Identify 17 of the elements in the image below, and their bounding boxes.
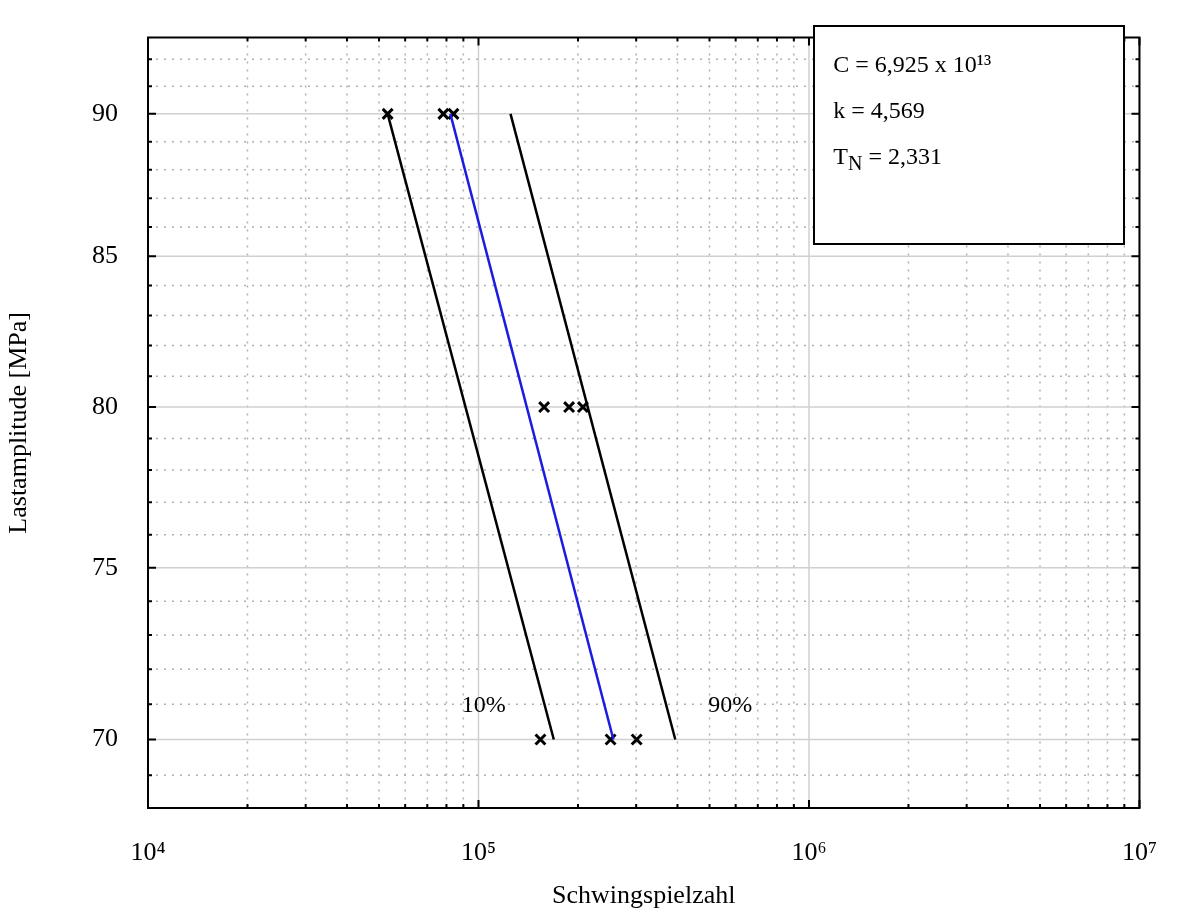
x-tick-label: 10⁶ — [791, 837, 827, 867]
annotation: C = 6,925 x 10¹³ — [833, 50, 993, 79]
annotation: T$_{N}$ = 2,331 — [833, 142, 943, 176]
y-axis-title: Lastamplitude [MPa] — [3, 311, 33, 534]
x-tick-label: 10⁵ — [460, 837, 497, 867]
annotation: 10% — [461, 690, 506, 717]
y-tick-label: 75 — [92, 551, 118, 581]
annotation: k = 4,569 — [833, 96, 926, 125]
x-tick-label: 10⁷ — [1121, 837, 1158, 867]
y-tick-label: 90 — [92, 97, 118, 127]
y-tick-label: 85 — [92, 239, 118, 269]
text-panel: C = 6,925 x 10¹³ k = 4,569 T$_{N}$ = 2,331 — [813, 25, 1126, 245]
annotation: 90% — [708, 690, 753, 717]
x-tick-label: 10⁴ — [130, 837, 166, 867]
x-axis-title: Schwingspielzahl — [552, 880, 736, 910]
y-tick-label: 80 — [92, 390, 118, 420]
y-tick-label: 70 — [92, 723, 118, 753]
